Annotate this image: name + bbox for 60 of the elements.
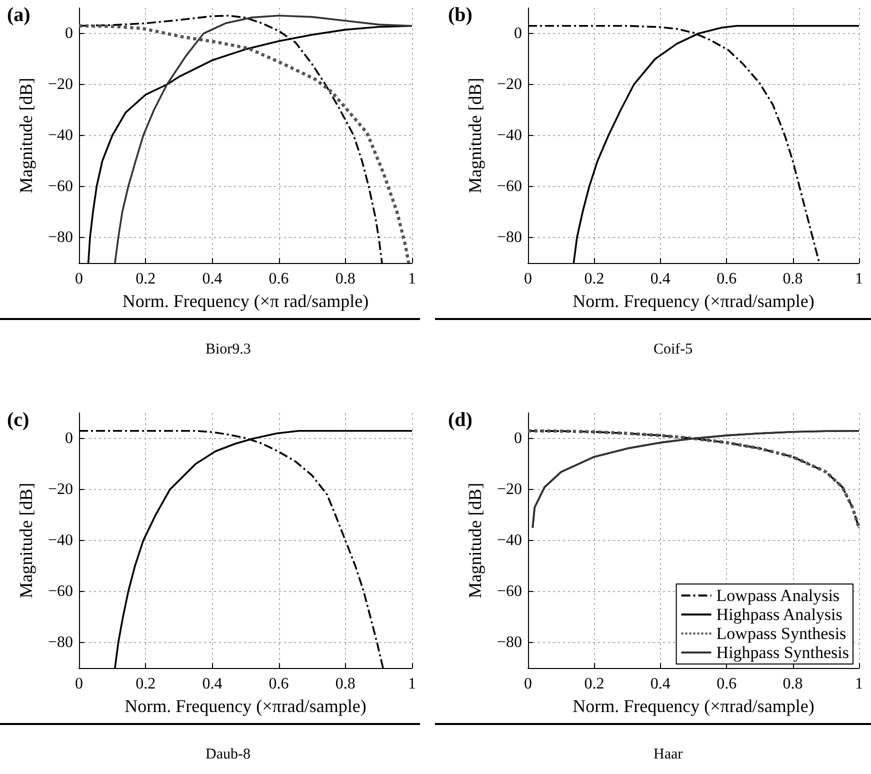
legend-label: Highpass Analysis <box>716 605 842 624</box>
x-tick-label: 0.4 <box>650 270 670 288</box>
x-tick-label: 0.4 <box>650 676 670 692</box>
x-tick-label: 1 <box>855 676 863 692</box>
y-axis-title: Magnitude [dB] <box>16 78 36 194</box>
x-tick-label: 0.8 <box>782 676 803 692</box>
text: Bior9.3 <box>206 342 251 358</box>
y-tick-label: −20 <box>496 481 522 498</box>
x-tick-label: 1 <box>855 270 863 288</box>
y-tick-label: −80 <box>48 229 73 246</box>
x-tick-label: 0.6 <box>716 676 737 692</box>
y-tick-label: 0 <box>514 25 522 42</box>
x-tick-label: 0.2 <box>584 676 604 692</box>
y-axis-title: Magnitude [dB] <box>465 78 485 194</box>
y-tick-label: −20 <box>496 76 522 93</box>
chart-title: (c) <box>7 409 30 431</box>
y-tick-label: −40 <box>48 532 73 549</box>
x-tick-label: 0.2 <box>584 270 604 288</box>
x-axis-title: Norm. Frequency (×πrad/sample) <box>124 696 366 716</box>
legend-label: Lowpass Synthesis <box>716 624 846 643</box>
x-tick-label: 0.8 <box>335 270 356 288</box>
x-tick-label: 0.4 <box>202 270 222 288</box>
x-tick-label: 0.6 <box>268 676 289 692</box>
y-tick-label: −80 <box>496 229 522 246</box>
x-tick-label: 1 <box>408 270 416 288</box>
chart-title: (d) <box>448 409 472 431</box>
y-tick-label: −40 <box>496 532 522 549</box>
legend-label: Highpass Synthesis <box>716 643 850 662</box>
x-axis-title: Norm. Frequency (×πrad/sample) <box>572 696 814 716</box>
y-tick-label: −20 <box>48 481 73 498</box>
y-axis-title: Magnitude [dB] <box>465 482 485 598</box>
legend-label: Lowpass Analysis <box>716 586 840 605</box>
x-tick-label: 1 <box>408 676 416 692</box>
chart-title: (a) <box>7 4 30 26</box>
x-tick-label: 0.6 <box>268 270 289 288</box>
y-axis-title: Magnitude [dB] <box>16 482 36 598</box>
y-tick-label: −40 <box>48 127 73 144</box>
x-tick-label: 0.4 <box>202 676 222 692</box>
y-tick-label: −60 <box>48 178 73 195</box>
y-tick-label: −80 <box>48 634 73 651</box>
x-tick-label: 0.2 <box>136 676 156 692</box>
y-tick-label: −40 <box>496 127 522 144</box>
x-axis-title: Norm. Frequency (×πrad/sample) <box>572 290 814 311</box>
x-tick-label: 0.6 <box>716 270 737 288</box>
x-axis-title: Norm. Frequency (×π rad/sample) <box>122 290 369 311</box>
y-tick-label: 0 <box>65 25 73 42</box>
y-tick-label: −60 <box>496 178 522 195</box>
y-tick-label: −60 <box>48 583 73 600</box>
y-tick-label: 0 <box>514 430 522 447</box>
text: Coif-5 <box>654 342 693 358</box>
x-tick-label: 0.8 <box>335 676 356 692</box>
y-tick-label: −80 <box>496 634 522 651</box>
x-tick-label: 0.8 <box>782 270 803 288</box>
y-tick-label: −60 <box>496 583 522 600</box>
text: Haar <box>654 746 683 762</box>
x-tick-label: 0.2 <box>136 270 156 288</box>
y-tick-label: 0 <box>65 430 73 447</box>
y-tick-label: −20 <box>48 76 73 93</box>
chart-title: (b) <box>448 4 472 26</box>
text: Daub-8 <box>206 746 250 762</box>
